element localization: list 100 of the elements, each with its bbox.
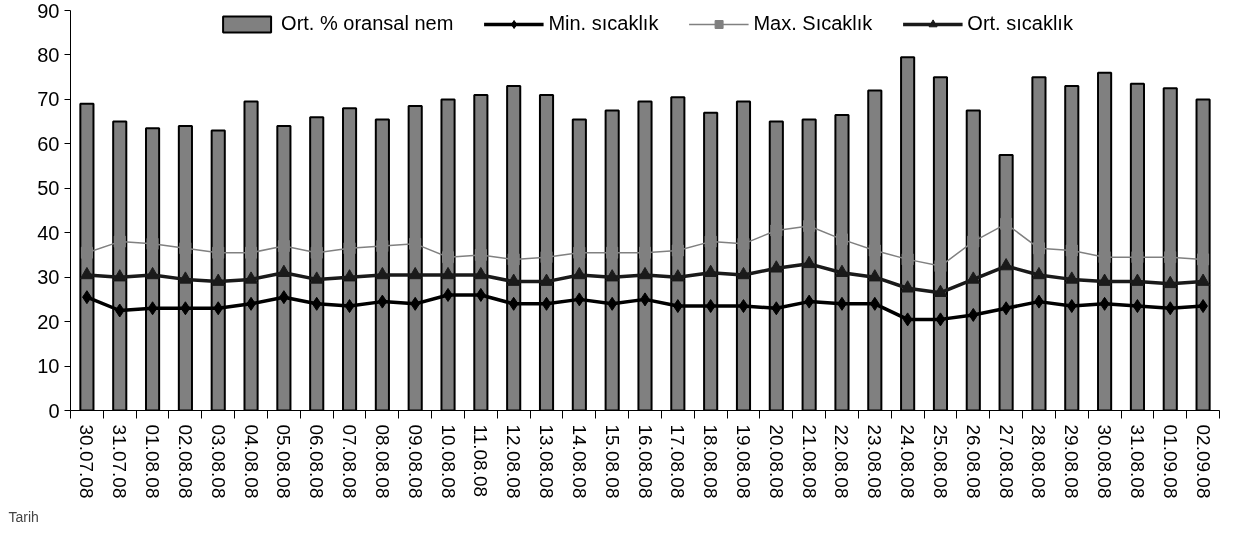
y-tick-label: 60 — [37, 132, 60, 155]
point — [342, 269, 357, 282]
x-tick-label: 21.08.08 — [798, 424, 820, 499]
x-tick-label: 09.08.08 — [404, 424, 426, 499]
point — [276, 264, 291, 277]
point — [738, 299, 749, 314]
point — [606, 246, 619, 259]
point — [1032, 242, 1045, 255]
y-tick-label: 50 — [37, 177, 60, 200]
x-tick-label: 10.08.08 — [437, 424, 459, 499]
point — [1130, 273, 1145, 286]
point — [638, 266, 652, 280]
point — [902, 312, 913, 327]
point — [344, 299, 355, 314]
point — [1065, 244, 1078, 257]
x-tick-label: 30.07.08 — [76, 424, 98, 499]
point — [245, 246, 258, 259]
point — [180, 301, 191, 316]
point — [113, 235, 126, 248]
point — [1163, 275, 1178, 289]
point — [1196, 273, 1211, 286]
y-tick-label: 30 — [37, 266, 60, 289]
point — [309, 271, 324, 284]
point — [79, 266, 94, 280]
point — [771, 301, 782, 316]
x-tick-label: 02.08.08 — [174, 424, 196, 499]
point — [1197, 253, 1210, 266]
y-tick-label: 40 — [37, 221, 60, 244]
point — [441, 266, 456, 280]
x-tick-label: 31.07.08 — [109, 424, 131, 499]
point — [410, 296, 421, 311]
point — [473, 266, 488, 280]
x-tick-label: 01.08.08 — [142, 424, 164, 499]
point — [506, 273, 521, 286]
x-tick-label: 19.08.08 — [732, 424, 754, 499]
x-tick-label: 22.08.08 — [831, 424, 853, 499]
point — [835, 233, 848, 246]
legend-label: Max. Sıcaklık — [753, 12, 873, 35]
x-tick-label: 18.08.08 — [700, 424, 722, 499]
point — [244, 271, 259, 284]
point — [1131, 251, 1144, 264]
point — [145, 266, 160, 280]
x-tick-label: 12.08.08 — [503, 424, 525, 499]
point — [539, 273, 554, 286]
point — [1097, 273, 1112, 286]
point — [147, 301, 158, 316]
point — [211, 273, 226, 286]
x-tick-label: 16.08.08 — [634, 424, 656, 499]
y-tick-label: 70 — [37, 88, 60, 111]
x-tick-label: 08.08.08 — [371, 424, 393, 499]
x-tick-label: 25.08.08 — [929, 424, 951, 499]
point — [80, 246, 93, 259]
point — [834, 264, 849, 277]
y-tick-label: 20 — [37, 310, 60, 333]
point — [967, 235, 980, 248]
point — [935, 312, 946, 327]
point — [408, 266, 423, 280]
point — [639, 246, 651, 259]
x-tick-label: 05.08.08 — [273, 424, 295, 499]
x-tick-label: 13.08.08 — [536, 424, 558, 499]
point — [442, 251, 455, 264]
point — [179, 242, 192, 255]
point — [769, 260, 784, 273]
point — [803, 220, 816, 233]
point — [802, 255, 817, 269]
point — [541, 296, 552, 311]
point — [540, 251, 553, 264]
point — [213, 301, 224, 316]
point — [703, 264, 718, 277]
point — [933, 284, 948, 297]
point — [901, 253, 914, 266]
x-tick-label: 20.08.08 — [765, 424, 787, 499]
point — [999, 258, 1014, 271]
point — [1098, 251, 1111, 264]
point — [671, 244, 684, 257]
legend-label: Ort. % oransal nem — [281, 12, 454, 35]
y-tick-label: 80 — [37, 43, 60, 66]
point — [310, 246, 323, 259]
point — [966, 271, 981, 284]
point — [376, 240, 389, 253]
legend-label: Ort. sıcaklık — [967, 12, 1073, 35]
x-tick-label: 01.09.08 — [1159, 424, 1181, 499]
x-tick-label: 31.08.08 — [1126, 424, 1148, 499]
point — [508, 296, 519, 311]
point — [377, 294, 388, 309]
point — [934, 260, 947, 273]
point — [736, 266, 751, 280]
point — [1031, 266, 1046, 280]
point — [572, 266, 587, 280]
point — [507, 253, 520, 266]
x-tick-label: 28.08.08 — [1028, 424, 1050, 499]
point — [867, 269, 882, 282]
x-tick-label: 02.09.08 — [1192, 424, 1214, 499]
point — [1165, 301, 1176, 316]
x-tick-label: 29.08.08 — [1061, 424, 1083, 499]
point — [114, 303, 125, 318]
x-tick-label: 03.08.08 — [207, 424, 229, 499]
x-tick-label: 04.08.08 — [240, 424, 262, 499]
point — [277, 240, 290, 253]
point — [1064, 271, 1079, 284]
